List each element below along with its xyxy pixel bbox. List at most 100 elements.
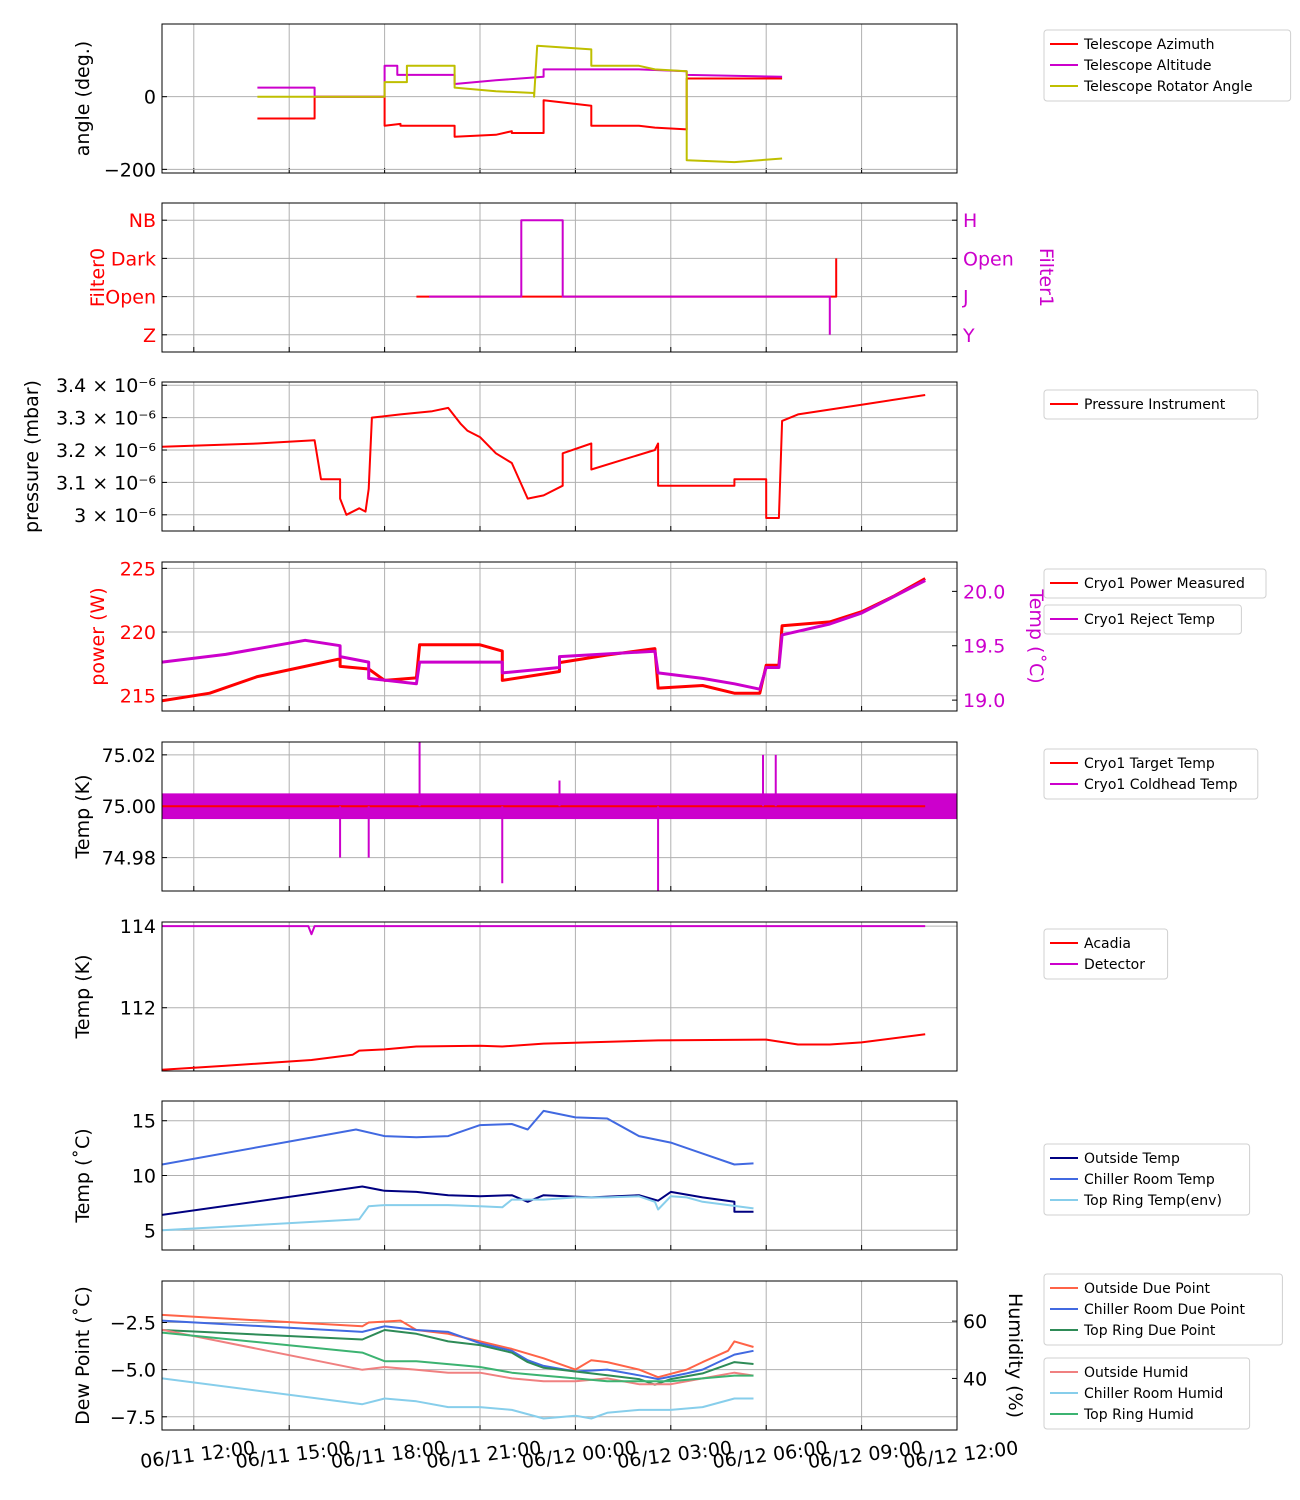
panel-acadia_detector: 112 114 Temp (K) Acadia Detector [72, 916, 1169, 1072]
legend-box [1043, 1273, 1283, 1346]
y-right-tick-label: 19.5 [963, 636, 1005, 658]
legend-box [1043, 928, 1169, 980]
legend: Telescope Azimuth Telescope Altitude Teles… [1043, 29, 1292, 102]
legend-label: Cryo1 Power Measured [1084, 576, 1245, 592]
series-telescope-azimuth [257, 77, 783, 138]
y-tick-label: 3.3 × 10⁻⁶ [56, 408, 156, 430]
series-top-ring-humid [162, 1331, 754, 1383]
legend-box [1043, 29, 1292, 102]
panel-frame [161, 1100, 958, 1251]
y-tick-label: −200 [104, 159, 156, 181]
legend-2: Outside Humid Chiller Room Humid Top Ring … [1043, 1357, 1251, 1430]
legend-label: Detector [1084, 957, 1145, 973]
plot-area [162, 1109, 754, 1232]
panel-frame [161, 23, 958, 174]
y-axis-label: angle (deg.) [72, 41, 94, 156]
legend-box [1043, 748, 1259, 800]
y-right-tick-label: 19.0 [963, 690, 1005, 712]
legend-label: Telescope Azimuth [1083, 37, 1214, 53]
plot-area [162, 577, 926, 703]
panel-frame [161, 202, 958, 353]
series-outside-due-point [162, 1313, 754, 1379]
y-tick-label: 75.00 [102, 796, 156, 818]
y-right-tick-label: 20.0 [963, 581, 1005, 603]
panel-frame [161, 741, 958, 892]
series-top-ring-temp-env- [162, 1195, 754, 1232]
y-axis-label: Temp (K) [72, 775, 94, 860]
series-telescope-rotator-angle [257, 44, 783, 164]
series-filter0 [416, 258, 838, 298]
y-axis-label: Temp (˚C) [72, 1128, 94, 1223]
plot-area [162, 394, 926, 519]
legend-label: Top Ring Temp(env) [1083, 1193, 1222, 1209]
legend-box [1043, 568, 1267, 599]
legend-box [1043, 1143, 1251, 1216]
y-right-tick-label: J [962, 287, 969, 309]
legend-box [1043, 604, 1242, 635]
legend-box [1043, 389, 1259, 420]
y-tick-label: 3.1 × 10⁻⁶ [56, 472, 156, 494]
y-tick-label: 3.2 × 10⁻⁶ [56, 440, 156, 462]
y-axis-label: Dew Point (˚C) [72, 1286, 94, 1425]
panel-cryo_power: 215 220 225 19.0 19.5 20.0 power (W) Temp (˚C) C… [87, 558, 1267, 712]
legend-label: Top Ring Humid [1083, 1407, 1194, 1423]
y-tick-label: 225 [120, 558, 156, 580]
panel-frame [161, 381, 958, 532]
plot-area [416, 219, 838, 335]
legend-label: Pressure Instrument [1084, 397, 1226, 413]
y-right-axis-label: Humidity (%) [1004, 1293, 1026, 1418]
legend-label: Outside Due Point [1084, 1281, 1211, 1297]
panel-frame [161, 561, 958, 712]
series-pressure-instrument [162, 394, 926, 519]
legend-label: Cryo1 Target Temp [1084, 756, 1215, 772]
legend: Cryo1 Target Temp Cryo1 Coldhead Temp [1043, 748, 1259, 800]
y-tick-label: −5.0 [110, 1360, 156, 1382]
series-chiller-room-due-point [162, 1319, 754, 1381]
y-tick-label: 75.02 [102, 745, 156, 767]
plot-area [257, 44, 783, 164]
legend-box [1043, 1357, 1251, 1430]
y-tick-label: 215 [120, 686, 156, 708]
y-tick-label: 0 [144, 87, 156, 109]
y-axis-label: Temp (K) [72, 955, 94, 1040]
legend: Outside Temp Chiller Room Temp Top Ring Te… [1043, 1143, 1251, 1216]
panel-env_temp: 5 10 15 Temp (˚C) Outside Temp Chiller Room T… [72, 1100, 1251, 1251]
legend-label: Acadia [1084, 936, 1131, 952]
y-tick-label: 112 [120, 998, 156, 1020]
y-tick-label: −2.5 [110, 1312, 156, 1334]
y-tick-label: 5 [144, 1220, 156, 1242]
panel-frame [161, 1280, 958, 1431]
legend: Outside Due Point Chiller Room Due Point T… [1043, 1273, 1283, 1346]
legend: Acadia Detector [1043, 928, 1169, 980]
y-tick-label: 10 [132, 1166, 156, 1188]
plot-area [162, 925, 926, 1071]
plot-area [162, 742, 957, 891]
panel-telescope: 0 −200 angle (deg.) Telescope AzimuthTelesc… [72, 23, 1292, 181]
panel-filters: Z Open Dark NB YJ Open H Filter0 Filter1 [87, 202, 1057, 353]
panel-dew_humid: −7.5 −5.0 −2.5 40 60 Dew Point (˚C) Humidity (… [72, 1273, 1283, 1431]
legend-label: Chiller Room Due Point [1084, 1302, 1245, 1318]
y-right-tick-label: 40 [963, 1368, 987, 1390]
y-tick-label: Dark [111, 248, 156, 270]
y-tick-label: 220 [120, 622, 156, 644]
y-tick-label: −7.5 [110, 1407, 156, 1429]
plot-area [162, 1313, 754, 1420]
y-tick-label: NB [129, 210, 156, 232]
y-axis-label: pressure (mbar) [21, 380, 43, 533]
legend-label: Outside Humid [1084, 1365, 1188, 1381]
legend-label: Cryo1 Reject Temp [1084, 612, 1215, 628]
y-tick-label: 74.98 [102, 848, 156, 870]
y-tick-label: Open [105, 287, 156, 309]
legend-2: Cryo1 Reject Temp [1043, 604, 1242, 635]
y-axis-label: power (W) [87, 587, 109, 685]
y-right-axis-label: Temp (˚C) [1025, 588, 1047, 683]
y-axis-label: Filter0 [87, 248, 109, 307]
series-outside-temp [162, 1185, 754, 1216]
y-right-tick-label: H [963, 210, 977, 232]
legend: Cryo1 Power Measured [1043, 568, 1267, 599]
legend-label: Top Ring Due Point [1083, 1323, 1216, 1339]
y-tick-label: 3.4 × 10⁻⁶ [56, 375, 156, 397]
y-tick-label: 114 [120, 916, 156, 938]
series-cryo1-reject-temp [162, 579, 926, 691]
y-right-axis-label: Filter1 [1035, 248, 1057, 307]
